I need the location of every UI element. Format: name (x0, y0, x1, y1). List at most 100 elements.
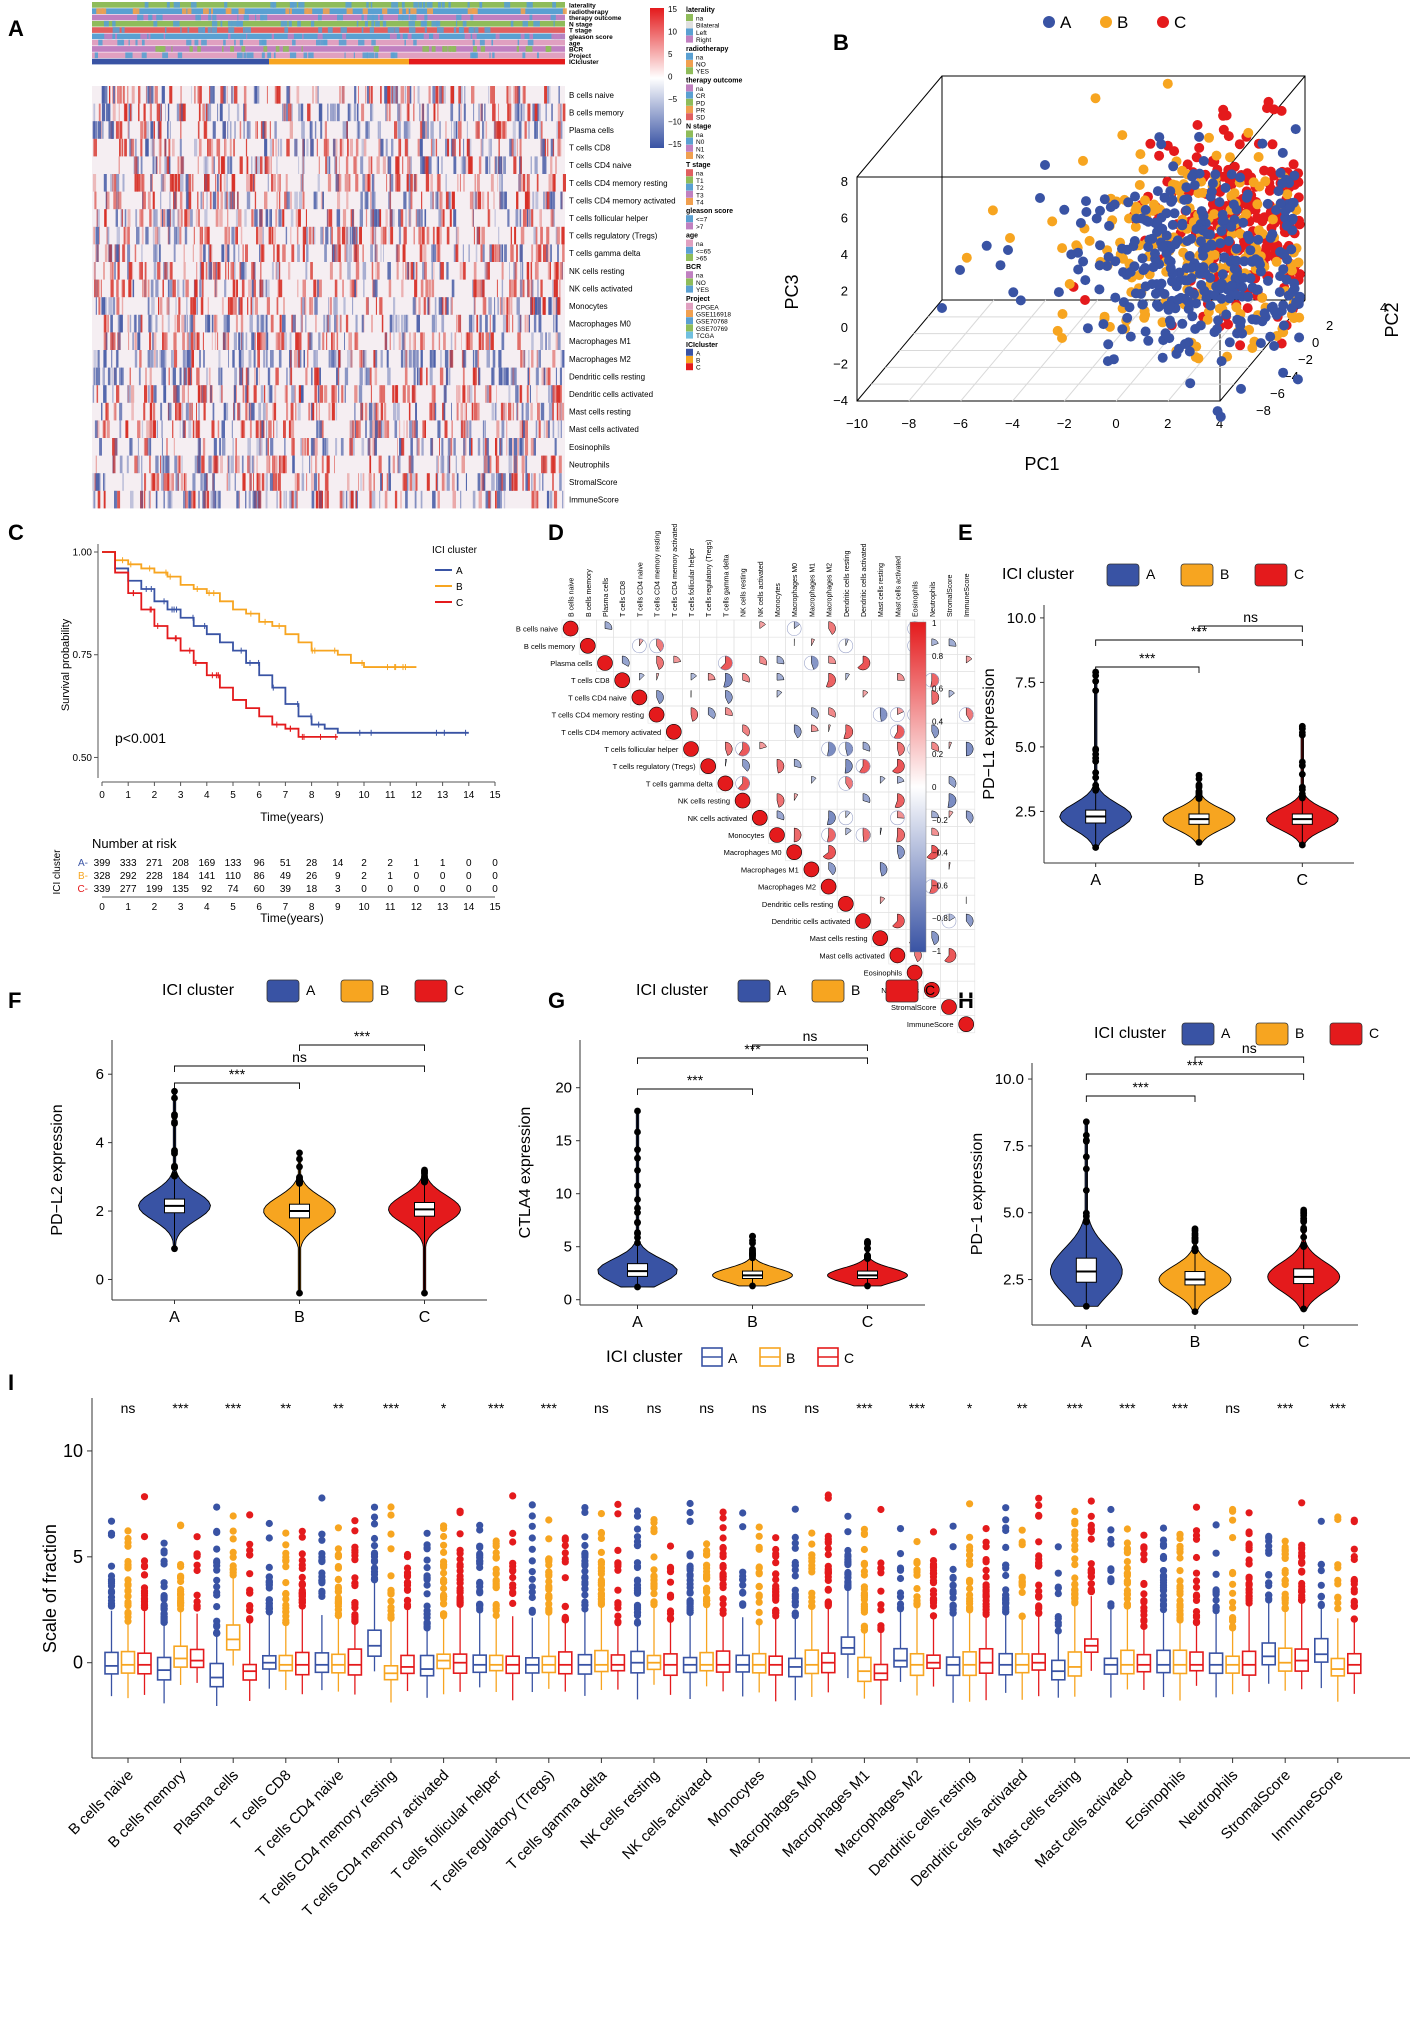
heatmap-stripe (301, 174, 304, 192)
pca-point (1196, 280, 1207, 290)
heatmap-stripe (494, 209, 496, 227)
heatmap-stripe (486, 438, 489, 456)
heatmap-stripe (146, 420, 150, 438)
pca-point (1165, 263, 1176, 274)
corr-pie-outline (872, 707, 888, 722)
corr-cell (871, 722, 890, 741)
ann-track-stripe (228, 27, 235, 33)
heatmap-stripe (461, 350, 464, 368)
heatmap-stripe (283, 103, 286, 122)
corr-pie (897, 776, 905, 784)
violin-y-label: CTLA4 expression (517, 1107, 534, 1239)
ann-track-stripe (292, 39, 296, 46)
heatmap-stripe (540, 244, 542, 262)
heatmap-stripe (245, 138, 248, 157)
heatmap-stripe (149, 209, 152, 227)
heatmap-stripe (152, 332, 157, 350)
pca-point (1185, 378, 1196, 389)
legend-label-c: C (1294, 566, 1304, 582)
ann-track-stripe (162, 52, 169, 59)
heatmap-stripe (260, 262, 262, 280)
heatmap-stripe (448, 191, 451, 210)
heatmap-stripe (271, 262, 274, 280)
heatmap-stripe (176, 385, 180, 403)
heatmap-stripe (487, 385, 490, 403)
heatmap-stripe (364, 191, 367, 210)
violin-outlier (296, 1163, 303, 1171)
heatmap-stripe (108, 103, 110, 122)
heatmap-stripe (105, 103, 110, 122)
heatmap-stripe (166, 156, 170, 174)
heatmap-stripe (152, 138, 155, 157)
heatmap-stripe (137, 438, 139, 456)
heatmap-stripe (161, 438, 163, 456)
corr-pie-outline (890, 707, 905, 722)
heatmap-stripe (419, 138, 423, 157)
heatmap-stripe (463, 103, 466, 122)
corr-cell (750, 791, 769, 810)
heatmap-stripe (472, 209, 474, 227)
heatmap-stripe (486, 385, 489, 403)
heatmap-stripe (361, 314, 364, 333)
ann-track-stripe (462, 20, 467, 27)
heatmap-stripe (308, 402, 311, 421)
heatmap-stripe (472, 279, 474, 298)
risk-count: 51 (280, 858, 292, 869)
pca-point (1252, 199, 1263, 210)
corr-scale-tick: 0 (932, 783, 937, 792)
heatmap-stripe (137, 420, 141, 438)
pca-point (1223, 236, 1234, 246)
corr-pie-outline (735, 741, 750, 757)
km-legend-label-c: C (456, 598, 463, 609)
heatmap-stripe (345, 490, 348, 509)
heatmap-stripe (451, 402, 452, 421)
heatmap-stripe (97, 367, 101, 386)
heatmap-stripe (421, 438, 424, 456)
pca-point (1008, 287, 1019, 298)
ann-track-stripe (141, 52, 147, 59)
heatmap-stripe (463, 156, 466, 174)
heatmap-stripe (169, 174, 174, 192)
heatmap-stripe (367, 174, 370, 192)
heatmap-stripe (370, 367, 372, 386)
corr-cell (836, 877, 855, 896)
legend-item: SD (696, 115, 705, 122)
heatmap-stripe (190, 209, 193, 227)
heatmap-stripe (194, 86, 196, 104)
corr-cell (871, 619, 890, 638)
heatmap-stripe (423, 121, 427, 139)
ann-track-stripe (375, 52, 377, 59)
corr-col-label: T cells CD4 naive (637, 562, 644, 617)
heatmap-stripe (440, 350, 442, 368)
ann-track-stripe (115, 33, 118, 40)
heatmap-stripe (409, 420, 412, 438)
heatmap-stripe (356, 103, 359, 122)
legend-item: NO (696, 62, 706, 69)
heatmap-row (118, 156, 557, 174)
heatmap-stripe (271, 174, 273, 192)
heatmap-stripe (478, 226, 481, 245)
ann-track-stripe (272, 2, 277, 8)
heatmap-stripe (122, 473, 124, 491)
corr-pie (896, 827, 905, 843)
heatmap-stripe (362, 262, 367, 280)
pca-point (1191, 298, 1201, 309)
heatmap-stripe (488, 297, 492, 315)
heatmap-stripe (458, 103, 461, 122)
heatmap-stripe (254, 332, 256, 350)
heatmap-stripe (477, 121, 480, 139)
violin-x-tick: B (1194, 872, 1205, 889)
heatmap-stripe (94, 191, 96, 210)
corr-cell (957, 791, 976, 810)
violin-x-tick: A (1081, 1334, 1092, 1351)
corr-cell (613, 636, 632, 655)
legend-item: YES (696, 287, 710, 294)
heatmap-stripe (164, 156, 167, 174)
heatmap-stripe (347, 350, 351, 368)
ann-track-stripe (208, 14, 212, 21)
ann-track-stripe (413, 2, 419, 8)
heatmap-stripe (278, 279, 283, 298)
heatmap-stripe (136, 455, 139, 474)
heatmap-scale-tick: −5 (668, 95, 678, 104)
heatmap-stripe (224, 191, 227, 210)
